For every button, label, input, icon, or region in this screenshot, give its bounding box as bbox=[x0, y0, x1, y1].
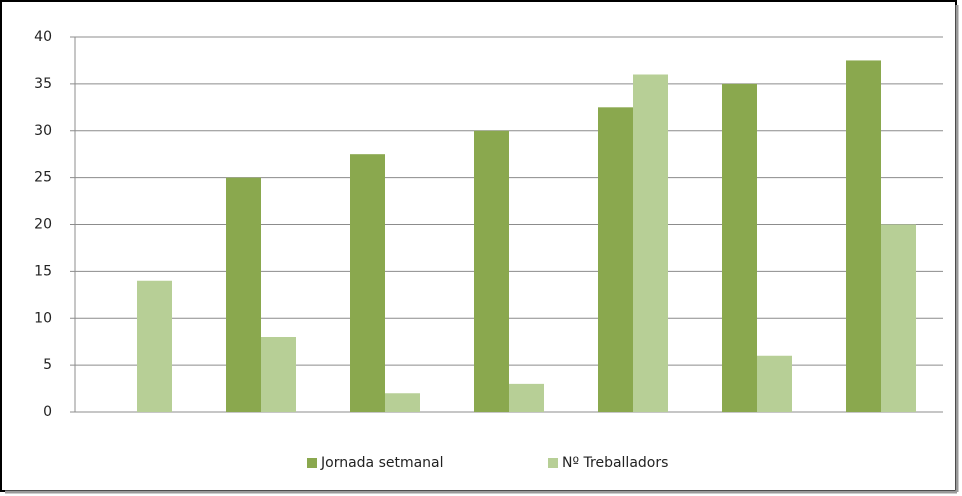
y-tick-label: 0 bbox=[43, 404, 52, 420]
y-tick-label: 15 bbox=[34, 263, 52, 279]
bar bbox=[261, 337, 296, 412]
bar bbox=[385, 393, 420, 412]
bar bbox=[474, 130, 509, 412]
bar bbox=[722, 83, 757, 412]
bar bbox=[350, 154, 385, 412]
legend-swatch bbox=[548, 458, 558, 468]
y-tick-label: 5 bbox=[43, 357, 52, 373]
bar bbox=[757, 355, 792, 412]
bar bbox=[226, 177, 261, 412]
bar bbox=[881, 224, 916, 412]
legend-label: Jornada setmanal bbox=[320, 455, 444, 471]
bar bbox=[846, 60, 881, 412]
bar bbox=[509, 383, 544, 412]
y-tick-label: 25 bbox=[34, 170, 52, 186]
y-tick-label: 30 bbox=[34, 123, 52, 139]
y-tick-label: 20 bbox=[34, 217, 52, 233]
legend-label: Nº Treballadors bbox=[562, 455, 668, 471]
y-tick-label: 10 bbox=[34, 310, 52, 326]
legend-swatch bbox=[307, 458, 317, 468]
bar bbox=[598, 107, 633, 412]
bar bbox=[137, 280, 172, 412]
bar bbox=[633, 74, 668, 412]
y-tick-label: 35 bbox=[34, 76, 52, 92]
y-tick-label: 40 bbox=[34, 29, 52, 45]
